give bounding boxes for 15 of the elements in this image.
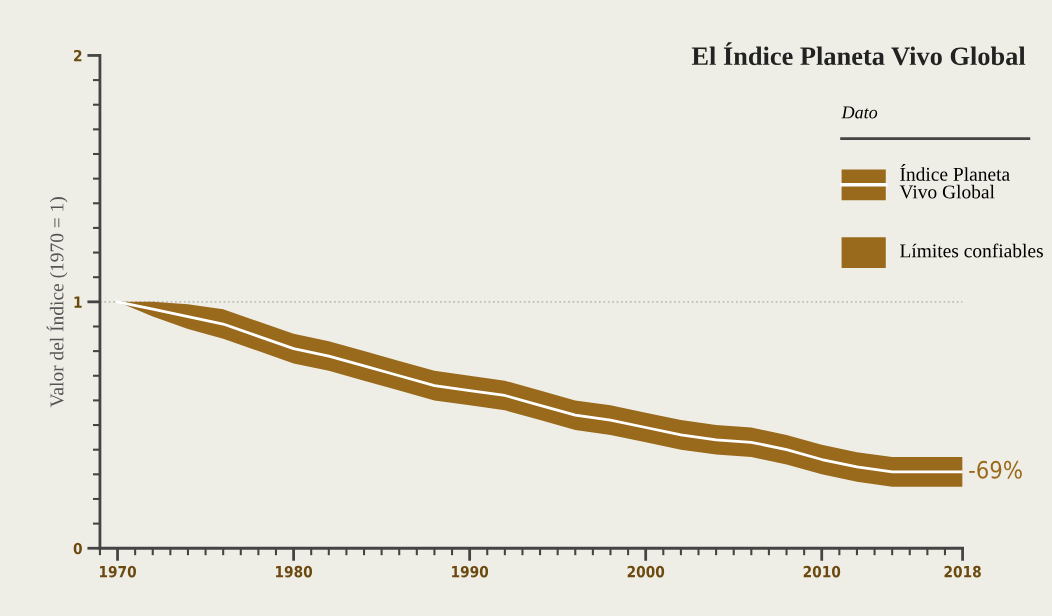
x-tick-label: 1980 — [276, 565, 313, 578]
annotation: -69% — [969, 460, 1022, 479]
legend-label: Índice Planeta Vivo Global — [899, 164, 1010, 199]
y-tick-label: 2 — [74, 49, 82, 62]
x-tick-label: 1990 — [452, 565, 489, 578]
x-tick-label: 1970 — [99, 565, 137, 578]
y-tick-label: 1 — [74, 296, 82, 308]
y-axis-title: Valor del Índice (1970 = 1) — [46, 197, 68, 408]
chart-title: El Índice Planeta Vivo Global — [691, 42, 1026, 66]
legend-label: Límites confiables — [900, 243, 1043, 258]
x-tick-label: 2018 — [944, 565, 981, 578]
x-tick-label: 2010 — [803, 565, 841, 578]
legend-title: Dato — [841, 106, 878, 119]
y-tick-label: 0 — [73, 542, 82, 555]
x-tick-label: 2000 — [627, 565, 665, 578]
